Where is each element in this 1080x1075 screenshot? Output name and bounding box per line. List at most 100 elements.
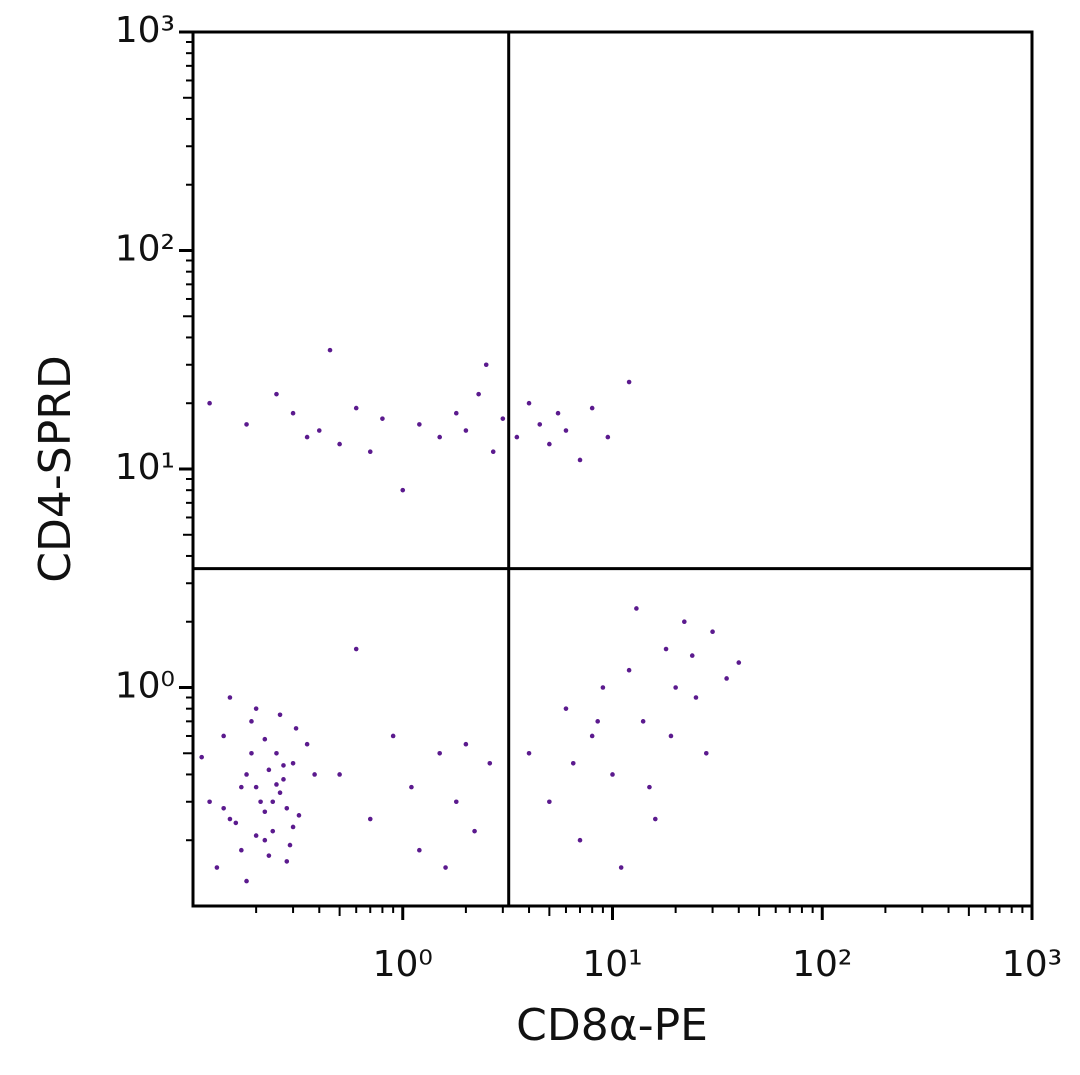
data-point — [266, 853, 272, 858]
data-point — [304, 434, 310, 440]
x-tick-label: 10⁰ — [373, 944, 433, 985]
data-point — [367, 816, 373, 822]
data-point — [327, 347, 333, 353]
data-point — [274, 782, 279, 787]
data-point — [626, 667, 632, 673]
data-point — [626, 379, 632, 385]
data-point — [577, 837, 583, 843]
data-point — [290, 410, 296, 416]
data-point — [463, 741, 469, 747]
data-point — [367, 449, 373, 454]
y-tick-label: 10³ — [115, 10, 175, 51]
data-point — [277, 712, 283, 718]
data-point — [514, 434, 520, 440]
data-point — [277, 790, 283, 796]
data-point — [526, 400, 532, 406]
data-point — [227, 816, 233, 822]
data-point — [239, 784, 244, 790]
data-point — [390, 733, 396, 739]
data-point — [653, 816, 658, 822]
data-point — [417, 422, 422, 427]
data-point — [244, 772, 249, 777]
data-point — [281, 763, 286, 768]
data-point — [443, 865, 448, 870]
y-tick-label: 10² — [115, 229, 175, 270]
x-tick-label: 10³ — [1002, 944, 1062, 985]
data-point — [673, 685, 678, 690]
data-point — [437, 750, 442, 756]
data-point — [640, 719, 646, 724]
data-point — [214, 865, 220, 870]
data-point — [337, 441, 342, 447]
data-point — [417, 847, 422, 853]
data-point — [244, 422, 249, 427]
y-tick-label: 10¹ — [115, 447, 175, 488]
data-point — [227, 695, 233, 700]
data-point — [290, 824, 296, 830]
data-point — [610, 772, 615, 777]
x-tick-label: 10² — [792, 944, 852, 985]
data-point — [304, 741, 310, 747]
data-point — [233, 820, 239, 826]
data-point — [668, 733, 674, 739]
data-point — [605, 434, 611, 440]
data-point — [537, 422, 543, 427]
data-point — [262, 736, 268, 742]
data-point — [736, 660, 742, 665]
data-point — [547, 799, 552, 805]
data-point — [262, 809, 268, 815]
data-point — [618, 865, 624, 870]
data-point — [437, 434, 442, 440]
data-point — [577, 457, 583, 463]
x-tick-label: 10¹ — [582, 944, 642, 985]
data-point — [490, 449, 496, 454]
data-point — [290, 760, 296, 766]
data-point — [463, 428, 469, 433]
data-point — [207, 400, 212, 406]
data-point — [253, 706, 259, 711]
data-point — [595, 719, 600, 724]
data-point — [287, 842, 293, 848]
data-point — [281, 777, 286, 782]
data-point — [689, 653, 695, 658]
data-point — [207, 799, 212, 805]
data-point — [500, 416, 506, 421]
data-point — [476, 391, 481, 397]
data-point — [409, 784, 414, 790]
data-point — [337, 772, 342, 777]
data-point — [663, 646, 669, 652]
data-point — [400, 487, 406, 493]
plot-frame — [191, 30, 1034, 908]
data-point — [453, 799, 459, 805]
data-point — [270, 799, 276, 805]
data-point — [600, 685, 606, 690]
data-point — [453, 410, 459, 416]
data-point — [724, 676, 729, 681]
data-point — [293, 726, 299, 731]
data-point — [312, 772, 317, 777]
data-point — [284, 859, 290, 864]
data-point — [693, 695, 699, 700]
data-point — [526, 750, 532, 756]
data-point — [199, 754, 204, 760]
data-point — [353, 405, 359, 411]
data-point — [316, 428, 322, 433]
data-point — [380, 416, 385, 421]
data-point — [703, 750, 709, 756]
y-axis-label: CD4-SPRD — [30, 355, 81, 582]
data-point — [589, 405, 595, 411]
data-point — [253, 784, 259, 790]
data-point — [221, 733, 226, 739]
data-point — [487, 760, 493, 766]
data-point — [647, 784, 652, 790]
data-point — [258, 799, 263, 805]
data-point — [296, 813, 302, 818]
data-point — [274, 750, 279, 756]
data-point — [547, 441, 552, 447]
data-point — [249, 750, 254, 756]
data-point — [253, 833, 259, 838]
data-point — [563, 706, 569, 711]
data-point — [563, 428, 569, 433]
y-tick-label: 10⁰ — [115, 666, 175, 707]
